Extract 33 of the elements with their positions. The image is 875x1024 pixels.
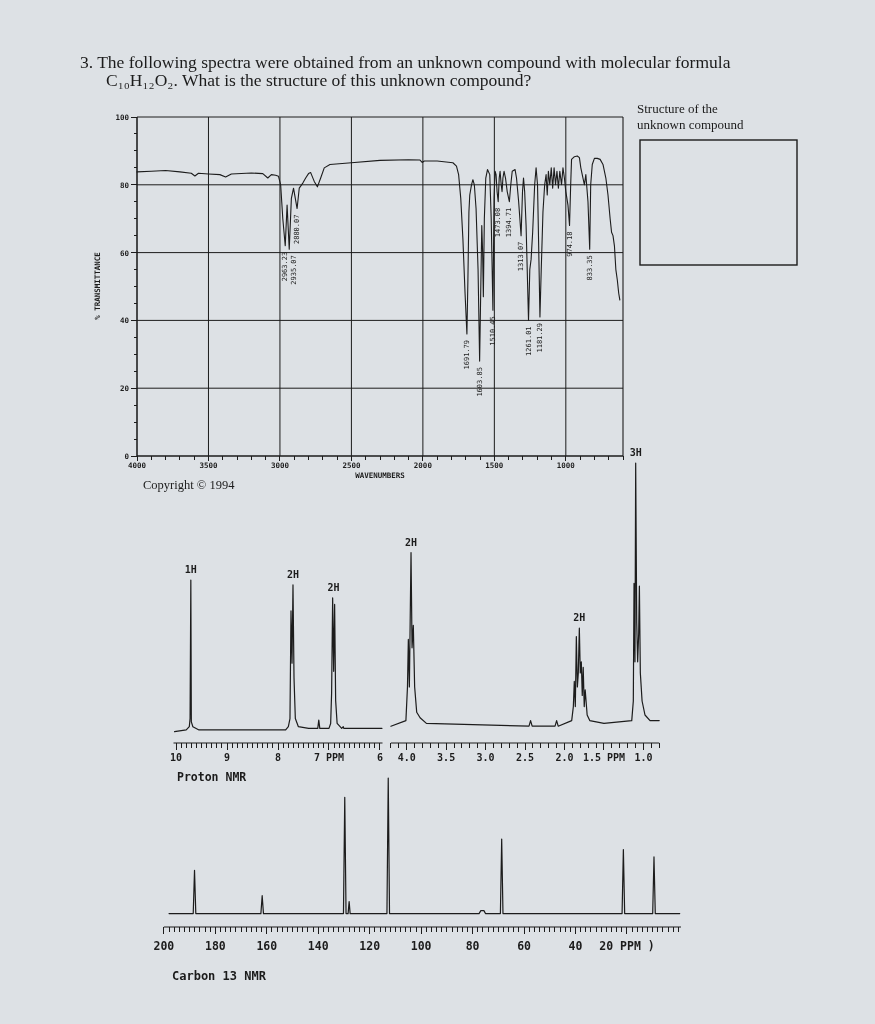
x-tick-label: 80 [465, 939, 480, 953]
annotation: 2H [286, 568, 300, 580]
text: Structure of the unknown compound [637, 101, 745, 132]
x-tick-label: 1.5 PPM [582, 752, 626, 763]
x-tick-label: 180 [204, 939, 226, 953]
x-axis-title: Carbon 13 NMR [172, 969, 267, 983]
x-tick-label: 40 [568, 939, 583, 953]
x-tick-label: 140 [307, 939, 329, 953]
x-tick-label: 2.0 [555, 752, 574, 763]
chart-title: 3. The following spectra were obtained from an unknown compound with molecular formula C₁₀H₁₂O₂. What is the structure of this unknown compound? [80, 52, 731, 90]
x-tick-label: 7 PPM [313, 752, 345, 763]
x-tick-label: 20 PPM ) [599, 939, 655, 953]
annotation: 2H [405, 536, 418, 548]
x-tick-label: 160 [256, 939, 278, 953]
x-tick-label: 9 [224, 752, 231, 763]
x-tick-label: 10 [170, 752, 183, 763]
x-tick-label: 3.0 [476, 752, 495, 763]
x-tick-label: 1.0 [634, 752, 653, 763]
x-tick-label: 3.5 [437, 752, 456, 763]
x-tick-label: 200 [153, 939, 175, 953]
annotation: 2H [327, 581, 340, 593]
x-tick-label: 8 [274, 752, 282, 763]
annotation: 3H [629, 447, 642, 458]
x-tick-label: 2.5 [516, 752, 535, 763]
x-tick-label: 60 [517, 939, 532, 953]
text: Copyright © 1994 [143, 478, 236, 492]
x-tick-label: 100 [410, 939, 432, 953]
x-tick-label: 4.0 [397, 752, 416, 763]
x-tick-label: 6 [376, 752, 383, 763]
annotation: 2H [573, 612, 586, 624]
x-axis-title: Proton NMR [177, 770, 247, 784]
annotation: 1H [184, 564, 197, 575]
x-tick-label: 120 [359, 939, 381, 953]
